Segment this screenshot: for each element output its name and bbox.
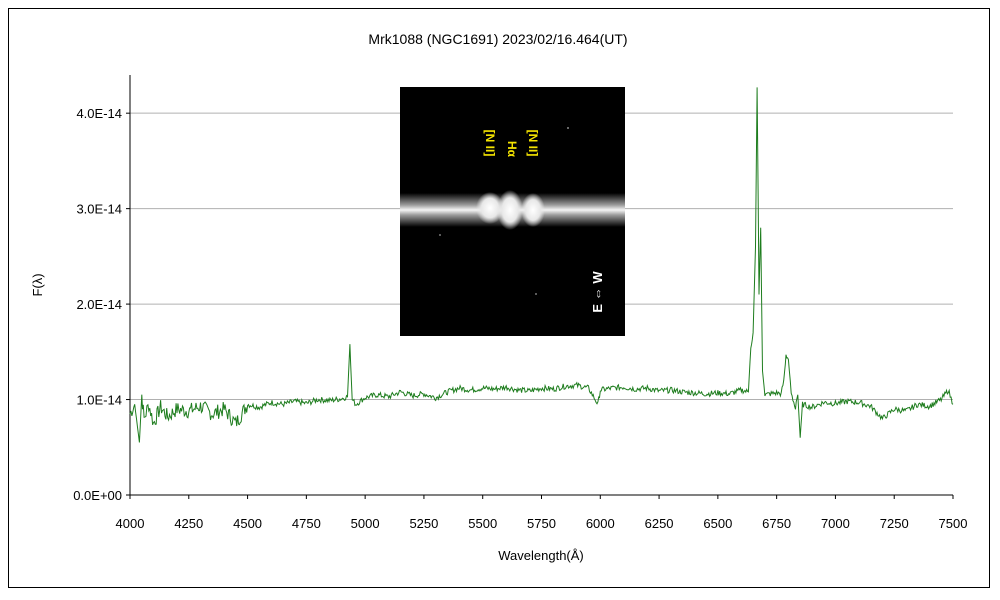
x-tick-label: 4000	[116, 516, 145, 531]
x-ticks: 4000 4250 4500 4750 5000 5250 5500 5750 6000 6250…	[116, 495, 968, 531]
x-tick-label: 7000	[821, 516, 850, 531]
y-axis-label: F(λ)	[30, 273, 45, 296]
y-ticks: 0.0E+00 1.0E-14 2.0E-14 3.0E-14 4.0E-14	[73, 106, 130, 503]
emission-blob-nii-1	[476, 192, 504, 224]
x-tick-label: 6500	[703, 516, 732, 531]
inset-label-nii-right: [N II]	[526, 130, 540, 157]
x-tick-label: 5750	[527, 516, 556, 531]
inset-spectrum-image: [N II] Hα [N II] E ⇔ W	[400, 87, 625, 336]
y-tick-label: 4.0E-14	[76, 106, 122, 121]
y-tick-label: 0.0E+00	[73, 488, 122, 503]
x-tick-label: 5500	[468, 516, 497, 531]
x-tick-label: 7500	[939, 516, 968, 531]
y-tick-label: 1.0E-14	[76, 393, 122, 408]
chart-frame	[8, 8, 990, 588]
noise-dot	[439, 234, 441, 236]
y-tick-label: 2.0E-14	[76, 297, 122, 312]
emission-blob-nii-2	[521, 193, 545, 227]
x-tick-label: 5250	[409, 516, 438, 531]
inset-label-halpha: Hα	[505, 141, 519, 158]
chart-title: Mrk1088 (NGC1691) 2023/02/16.464(UT)	[368, 31, 627, 47]
x-tick-label: 6250	[645, 516, 674, 531]
inset-direction-label: E ⇔ W	[590, 271, 605, 313]
inset-label-nii-left: [N II]	[483, 130, 497, 157]
x-tick-label: 6000	[586, 516, 615, 531]
x-tick-label: 5000	[351, 516, 380, 531]
emission-blob-halpha	[497, 190, 523, 230]
noise-dot	[535, 293, 537, 295]
x-tick-label: 6750	[762, 516, 791, 531]
y-tick-label: 3.0E-14	[76, 202, 122, 217]
x-tick-label: 4250	[174, 516, 203, 531]
x-tick-label: 7250	[880, 516, 909, 531]
x-tick-label: 4500	[233, 516, 262, 531]
spectrum-line	[129, 87, 954, 443]
x-axis-label: Wavelength(Å)	[498, 548, 584, 563]
x-tick-label: 4750	[292, 516, 321, 531]
noise-dot	[567, 127, 569, 129]
